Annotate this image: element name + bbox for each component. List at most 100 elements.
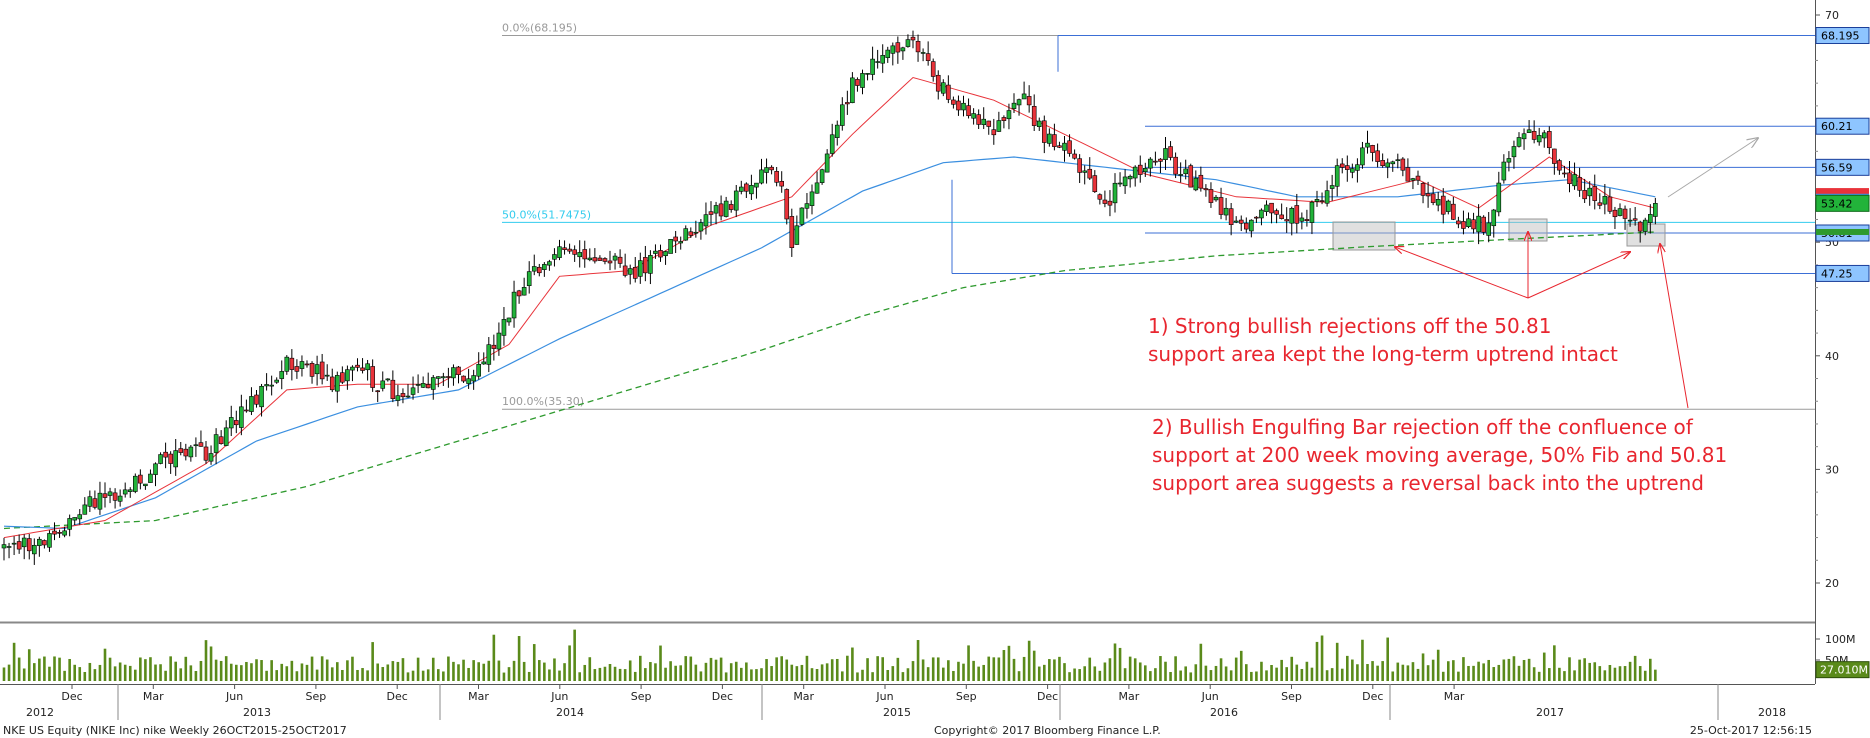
volume-bar — [58, 657, 61, 681]
volume-bar — [1320, 635, 1324, 681]
volume-bar — [1043, 664, 1046, 681]
candle-body — [688, 231, 694, 236]
month-label: Jun — [875, 690, 893, 703]
candle-body — [1168, 146, 1173, 158]
volume-bar — [805, 655, 809, 681]
candle-body — [52, 530, 57, 535]
volume-bar — [1497, 664, 1501, 681]
year-label: 2015 — [883, 706, 911, 719]
volume-bar — [477, 662, 480, 681]
volume-bar — [1406, 665, 1410, 681]
volume-bar — [93, 669, 97, 681]
volume-bar — [179, 668, 183, 681]
volume-bar — [992, 657, 996, 681]
candle-body — [986, 120, 992, 127]
candle-body — [193, 444, 199, 447]
volume-bar — [664, 667, 667, 681]
candle-body — [107, 491, 113, 496]
volume-bar — [260, 660, 263, 681]
candle-body — [208, 453, 214, 462]
volume-bar — [159, 664, 162, 681]
volume-bar — [1366, 664, 1369, 681]
volume-bar — [7, 664, 11, 681]
volume-bar — [2, 667, 6, 681]
candle-body — [1582, 190, 1587, 200]
volume-bar — [679, 665, 682, 681]
volume-bar — [558, 670, 561, 681]
candle-body — [491, 344, 497, 349]
volume-bar — [1447, 661, 1450, 681]
volume-bar — [1088, 657, 1092, 681]
volume-bar — [846, 655, 849, 681]
candle-body — [1158, 158, 1163, 162]
candle-body — [1218, 197, 1224, 215]
candle-body — [279, 371, 285, 379]
candle-body — [1440, 195, 1446, 215]
candle-body — [370, 366, 375, 388]
volume-bar — [1623, 666, 1627, 681]
volume-bar — [977, 666, 980, 681]
candle-body — [658, 250, 663, 258]
volume-bar — [139, 657, 142, 681]
volume-bar — [1477, 661, 1480, 681]
price-tick-label: 40 — [1825, 350, 1839, 363]
candle-body — [754, 182, 759, 188]
volume-bar — [800, 664, 804, 681]
volume-bar — [729, 663, 733, 681]
arrow-2 — [1660, 244, 1689, 409]
candle-body — [1395, 159, 1401, 162]
candle-body — [1254, 216, 1259, 219]
volume-bar — [467, 667, 470, 681]
volume-bar — [1310, 667, 1314, 681]
volume-bar — [356, 669, 359, 681]
candle-body — [1228, 208, 1234, 225]
volume-bar — [487, 660, 491, 681]
volume-bar — [447, 656, 450, 681]
volume-bar — [235, 664, 238, 681]
candle-body — [1057, 145, 1062, 148]
candle-body — [1183, 168, 1188, 175]
candle-body — [552, 254, 557, 260]
volume-bar — [1245, 664, 1248, 681]
volume-bar — [841, 671, 844, 681]
annotation-2-line-1: 2) Bullish Engulfing Bar rejection off t… — [1152, 415, 1694, 439]
candle-body — [1390, 161, 1396, 165]
volume-bar — [1573, 670, 1576, 681]
candle-body — [435, 376, 441, 379]
candle-body — [824, 153, 830, 173]
volume-bar — [1542, 652, 1546, 681]
candle-body — [860, 73, 865, 88]
volume-bar — [1411, 662, 1415, 681]
candle-body — [875, 61, 880, 63]
volume-bar — [1558, 667, 1561, 681]
candle-body — [723, 200, 729, 217]
volume-bar — [815, 669, 819, 681]
volume-bar — [462, 659, 465, 681]
candle-body — [481, 361, 487, 365]
volume-bar — [1608, 664, 1612, 681]
price-tick-label: 20 — [1825, 577, 1839, 590]
volume-bar — [921, 659, 925, 681]
candle-body — [1526, 129, 1532, 133]
volume-bar — [543, 662, 546, 681]
volume-bar — [1154, 668, 1157, 681]
volume-bar — [1548, 668, 1551, 681]
volume-bar — [931, 657, 935, 681]
candle-body — [1087, 168, 1093, 179]
candle-body — [622, 265, 628, 276]
candle-body — [809, 191, 815, 206]
volume-bar — [972, 660, 975, 681]
volume-bar — [1386, 637, 1389, 681]
volume-bar — [154, 664, 157, 681]
candle-body — [1143, 168, 1148, 173]
candle-body — [637, 260, 643, 277]
volume-bar — [578, 672, 581, 681]
candle-body — [143, 483, 148, 487]
candle-body — [1334, 165, 1340, 187]
candle-body — [1097, 194, 1103, 200]
volume-bar — [618, 668, 622, 681]
month-label: Jun — [1201, 690, 1219, 703]
month-label: Dec — [387, 690, 408, 703]
volume-bar — [583, 664, 587, 681]
volume-bar — [1492, 667, 1496, 681]
